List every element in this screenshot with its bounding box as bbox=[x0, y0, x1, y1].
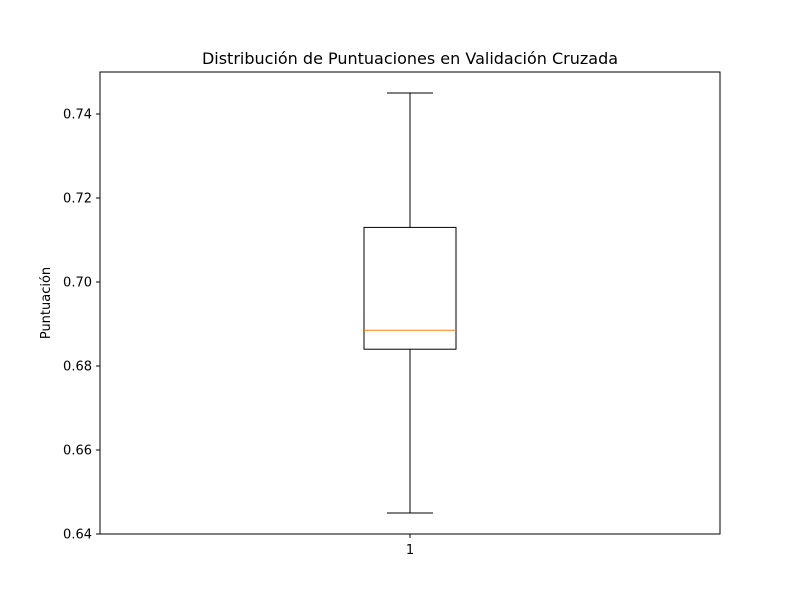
box-iqr bbox=[363, 226, 457, 350]
y-tick-label: 0.70 bbox=[63, 276, 92, 291]
y-axis-ticks: 0.64 0.66 0.68 0.70 0.72 0.74 bbox=[63, 108, 100, 543]
y-tick-label: 0.66 bbox=[63, 444, 92, 459]
x-tick-label: 1 bbox=[406, 543, 414, 558]
y-tick-label: 0.72 bbox=[63, 192, 92, 207]
x-axis-ticks: 1 bbox=[406, 534, 414, 558]
y-axis-label: Puntuación bbox=[39, 267, 54, 339]
chart-title: Distribución de Puntuaciones en Validaci… bbox=[202, 49, 618, 68]
y-tick-label: 0.68 bbox=[63, 360, 92, 375]
y-tick-label: 0.64 bbox=[63, 528, 92, 543]
y-tick-label: 0.74 bbox=[63, 108, 92, 123]
boxplot-group bbox=[363, 92, 457, 514]
